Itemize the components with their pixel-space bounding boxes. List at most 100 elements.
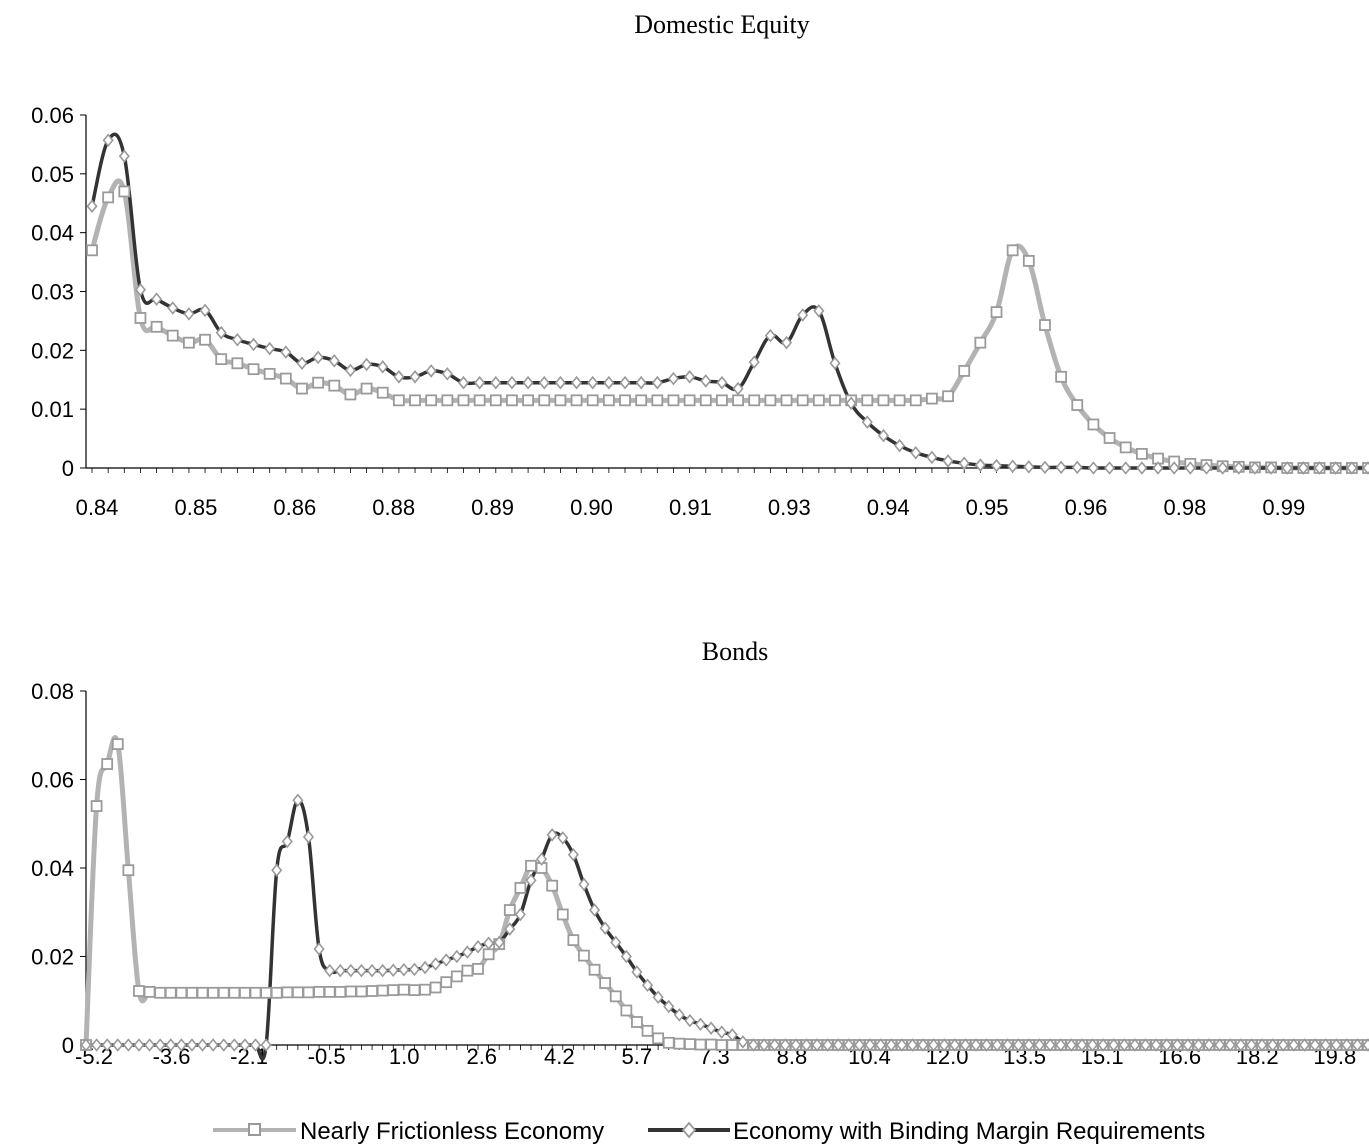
data-point-diamond xyxy=(1136,461,1148,475)
data-point-diamond xyxy=(151,292,163,306)
data-point-square xyxy=(683,394,696,407)
data-point-diamond xyxy=(1139,1038,1152,1052)
data-point-diamond xyxy=(926,450,938,465)
data-point-diamond xyxy=(1168,461,1180,475)
data-point-diamond xyxy=(197,1038,209,1052)
data-point-diamond xyxy=(758,1038,770,1052)
data-point-diamond xyxy=(829,356,841,371)
data-point-diamond xyxy=(355,963,368,978)
data-point-diamond xyxy=(1087,461,1099,475)
data-point-diamond xyxy=(1235,1038,1247,1052)
data-point-diamond xyxy=(409,370,421,384)
data-point-square xyxy=(472,962,484,975)
data-point-square xyxy=(249,986,262,999)
data-point-diamond xyxy=(631,965,643,979)
data-point-square xyxy=(925,392,938,405)
y-tick-label: 0 xyxy=(62,456,74,481)
data-point-diamond xyxy=(199,303,211,318)
data-point-diamond xyxy=(1065,1038,1077,1052)
data-point-diamond xyxy=(122,1038,134,1052)
x-tick-label: 0.91 xyxy=(669,495,712,520)
data-point-diamond xyxy=(457,375,470,390)
data-point-square xyxy=(861,394,874,407)
data-point-diamond xyxy=(642,978,654,993)
data-point-diamond xyxy=(1320,1038,1332,1052)
data-point-diamond xyxy=(603,375,615,390)
data-point-diamond xyxy=(344,363,356,378)
data-point-square xyxy=(732,394,744,407)
data-point-diamond xyxy=(1277,1038,1289,1052)
legend: Nearly Frictionless Economy Economy with… xyxy=(213,1118,1205,1145)
data-point-diamond xyxy=(324,963,336,978)
x-tick-label: 0.96 xyxy=(1065,495,1108,520)
data-point-diamond xyxy=(1097,1038,1109,1052)
data-point-diamond xyxy=(292,793,304,808)
data-point-diamond xyxy=(281,834,293,849)
data-point-diamond xyxy=(764,328,776,343)
data-point-diamond xyxy=(748,355,760,369)
data-point-diamond xyxy=(183,307,195,321)
data-point-square xyxy=(133,985,145,997)
data-point-diamond xyxy=(461,945,473,959)
data-point-square xyxy=(514,882,527,894)
data-point-diamond xyxy=(86,199,98,213)
data-point-diamond xyxy=(408,962,420,977)
data-point-diamond xyxy=(1297,461,1309,475)
data-point-square xyxy=(473,394,486,407)
data-point-square xyxy=(302,986,315,999)
data-point-diamond xyxy=(949,1038,961,1052)
x-tick-label: 0.84 xyxy=(76,495,119,520)
data-point-square xyxy=(506,394,518,407)
data-point-diamond xyxy=(451,949,463,964)
data-point-square xyxy=(186,986,198,999)
data-point-square xyxy=(667,394,680,407)
data-point-diamond xyxy=(599,921,611,935)
data-point-diamond xyxy=(1161,1038,1173,1052)
data-point-diamond xyxy=(635,375,647,390)
legend-marker-diamond xyxy=(681,1121,697,1139)
data-point-square xyxy=(281,986,294,999)
x-tick-label: -0.5 xyxy=(308,1044,346,1069)
data-point-diamond xyxy=(1281,461,1293,475)
data-point-square xyxy=(705,1038,718,1051)
data-point-diamond xyxy=(264,341,276,356)
data-point-diamond xyxy=(619,375,631,390)
data-point-square xyxy=(588,963,601,976)
data-point-square xyxy=(228,986,241,999)
data-point-square xyxy=(175,986,188,999)
data-point-square xyxy=(619,394,631,407)
data-point-square xyxy=(602,394,615,407)
data-point-diamond xyxy=(472,940,484,954)
data-point-square xyxy=(166,329,179,342)
x-tick-label: 0.88 xyxy=(372,495,415,520)
data-point-square xyxy=(1135,447,1148,460)
data-point-diamond xyxy=(1118,1038,1130,1052)
data-point-diamond xyxy=(1217,461,1229,475)
data-point-square xyxy=(231,357,244,370)
data-point-square xyxy=(651,394,664,407)
data-point-diamond xyxy=(228,1038,240,1052)
data-point-square xyxy=(239,986,251,999)
data-point-diamond xyxy=(1034,1038,1046,1052)
data-point-diamond xyxy=(571,375,583,390)
data-point-diamond xyxy=(864,1038,876,1052)
data-point-diamond xyxy=(1023,1038,1035,1052)
data-point-square xyxy=(764,394,777,407)
data-point-diamond xyxy=(102,133,114,148)
data-point-square xyxy=(419,983,431,996)
data-point-diamond xyxy=(589,903,601,917)
data-point-diamond xyxy=(419,960,431,975)
legend-label-binding-margin: Economy with Binding Margin Requirements xyxy=(733,1118,1205,1145)
data-point-diamond xyxy=(546,828,558,842)
data-point-diamond xyxy=(587,375,599,390)
data-point-diamond xyxy=(493,935,505,950)
data-point-diamond xyxy=(154,1038,166,1052)
data-point-diamond xyxy=(280,345,292,359)
data-point-diamond xyxy=(215,325,227,340)
data-point-diamond xyxy=(974,458,986,472)
data-point-diamond xyxy=(1182,1038,1194,1052)
data-point-diamond xyxy=(1007,459,1019,473)
data-point-diamond xyxy=(334,963,346,978)
data-point-diamond xyxy=(377,963,389,978)
data-point-square xyxy=(376,984,389,997)
